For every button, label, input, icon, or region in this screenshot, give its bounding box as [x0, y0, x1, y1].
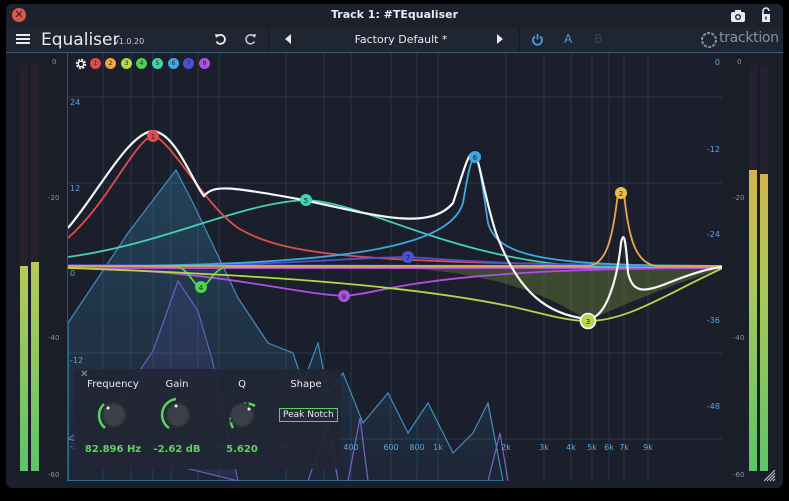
gain-axis-label: 24	[70, 98, 81, 107]
menu-icon[interactable]	[16, 33, 30, 45]
meter-scale-label: -40	[733, 334, 745, 342]
plugin-window: ✕ Track 1: #TEqualiser Equaliser v1.0.20	[6, 4, 783, 488]
band-button-5[interactable]: 5	[152, 58, 163, 69]
meter-level-right	[31, 262, 39, 471]
power-icon[interactable]	[531, 33, 544, 46]
frequency-label: Frequency	[87, 379, 139, 390]
meter-scale-label: 0	[52, 58, 57, 66]
freq-axis-label: 9k	[643, 443, 653, 452]
band-button-2[interactable]: 2	[105, 58, 116, 69]
toolbar-divider	[268, 28, 269, 52]
band-button-4[interactable]: 4	[136, 58, 147, 69]
output-gain-axis-label: -12	[706, 145, 720, 154]
band-node-7[interactable]: 7	[402, 251, 414, 263]
toolbar: Equaliser v1.0.20 Factory Default * A B …	[6, 28, 783, 53]
band-node-2[interactable]: 2	[615, 187, 627, 199]
output-gain-axis-label: -24	[706, 230, 720, 239]
shape-selector[interactable]: Peak Notch	[279, 408, 338, 422]
title-bar: ✕ Track 1: #TEqualiser	[6, 4, 783, 28]
meter-level-left	[749, 170, 757, 471]
next-preset-button[interactable]	[497, 34, 503, 44]
svg-text:2: 2	[619, 190, 623, 198]
gain-label: Gain	[165, 379, 189, 390]
svg-text:4: 4	[199, 284, 204, 292]
band-node-5[interactable]: 5	[300, 194, 312, 206]
meter-scale-label: -60	[48, 471, 60, 479]
gain-knob[interactable]	[158, 395, 198, 435]
close-button[interactable]: ✕	[12, 8, 26, 22]
freq-axis-label: 4k	[566, 443, 576, 452]
output-gain-axis-label: 0	[714, 58, 720, 67]
meter-scale-label: -60	[733, 471, 745, 479]
window-title: Track 1: #TEqualiser	[330, 8, 459, 21]
gain-axis-label: 0	[70, 269, 76, 278]
band-node-8[interactable]: 8	[338, 290, 350, 302]
eq-graph[interactable]: 1 2 3 4 5 6 7 8 1 2 3 4 5 6 7 8 24 12 0 …	[67, 53, 724, 481]
meter-scale-label: -20	[48, 194, 60, 202]
toolbar-divider	[519, 28, 520, 52]
band-button-3[interactable]: 3	[121, 58, 132, 69]
band-node-4[interactable]: 4	[195, 281, 207, 293]
band-node-1[interactable]: 1	[147, 130, 159, 142]
undo-icon[interactable]	[214, 33, 227, 46]
freq-axis-label: 3k	[539, 443, 549, 452]
resize-handle-icon[interactable]	[764, 470, 776, 482]
q-label: Q	[238, 379, 246, 390]
meter-scale-label: 0	[737, 58, 742, 66]
q-knob[interactable]	[222, 395, 262, 435]
svg-text:7: 7	[406, 254, 410, 262]
input-meter: 0 -20 -40 -60	[10, 53, 67, 481]
meter-scale-label: -20	[733, 194, 745, 202]
band-button-8[interactable]: 8	[199, 58, 210, 69]
output-gain-axis-label: -36	[706, 316, 720, 325]
band-node-3[interactable]: 3	[579, 312, 597, 330]
freq-axis-label: 1k	[433, 443, 443, 452]
freq-axis-label: 400	[343, 443, 359, 452]
band-button-6[interactable]: 6	[168, 58, 179, 69]
frequency-knob[interactable]	[94, 395, 134, 435]
gain-value[interactable]: -2.62 dB	[153, 444, 201, 455]
band-button-7[interactable]: 7	[183, 58, 194, 69]
meter-scale-label: -40	[48, 334, 60, 342]
band-node-6[interactable]: 6	[469, 151, 481, 163]
freq-axis-label: 2k	[501, 443, 511, 452]
meter-level-left	[20, 266, 28, 471]
band-editor-panel: ✕ Frequency Gain Q Shape Peak Notch 82.	[74, 369, 341, 469]
freq-axis-label: 800	[409, 443, 425, 452]
version-label: v1.0.20	[114, 37, 145, 46]
app-name: Equaliser	[41, 30, 120, 50]
previous-preset-button[interactable]	[285, 34, 291, 44]
camera-icon[interactable]	[730, 9, 746, 23]
svg-text:1: 1	[151, 133, 155, 141]
svg-text:3: 3	[586, 318, 590, 326]
gain-axis-label: -12	[70, 356, 84, 365]
svg-text:8: 8	[342, 293, 346, 301]
gain-axis-label: -2	[70, 442, 78, 451]
shape-label: Shape	[290, 379, 322, 390]
freq-axis-label: 7k	[619, 443, 629, 452]
preset-name[interactable]: Factory Default *	[354, 33, 448, 46]
frequency-value[interactable]: 82.896 Hz	[84, 444, 142, 455]
freq-axis-label: 5k	[587, 443, 597, 452]
gain-axis-label: 12	[70, 184, 81, 193]
brand-name: tracktion	[719, 30, 779, 46]
freq-axis-label: 6k	[604, 443, 614, 452]
band-button-1[interactable]: 1	[90, 58, 101, 69]
redo-icon[interactable]	[244, 33, 257, 46]
svg-text:6: 6	[473, 154, 478, 162]
q-value[interactable]: 5.620	[226, 444, 258, 455]
freq-axis-label: 600	[383, 443, 399, 452]
svg-text:5: 5	[304, 197, 308, 205]
ab-b-button[interactable]: B	[594, 32, 603, 46]
meter-level-right	[760, 174, 768, 471]
close-panel-button[interactable]: ✕	[80, 369, 89, 380]
tracktion-logo-icon	[701, 32, 717, 48]
lock-icon[interactable]	[760, 7, 772, 23]
output-meter: 0 -20 -40 -60	[722, 53, 778, 481]
ab-a-button[interactable]: A	[564, 32, 573, 46]
output-gain-axis-label: -48	[706, 402, 720, 411]
settings-gear-icon[interactable]	[74, 57, 88, 71]
